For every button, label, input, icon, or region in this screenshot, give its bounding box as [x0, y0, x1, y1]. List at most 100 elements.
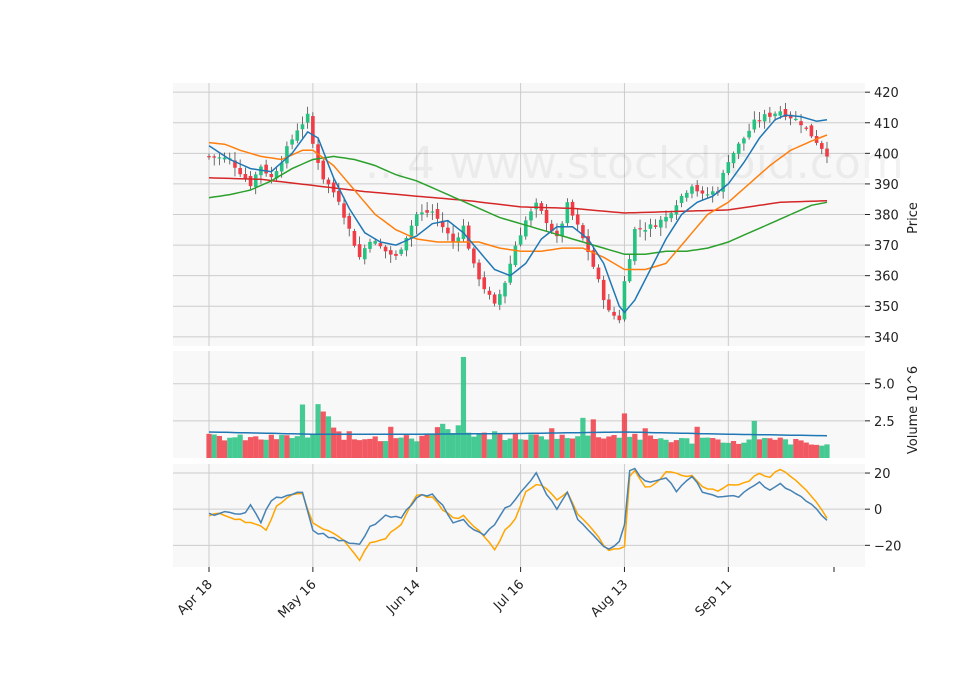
candle-down: [601, 279, 606, 301]
candle-down: [825, 148, 829, 157]
candle-up: [513, 245, 518, 266]
candle-up: [747, 130, 751, 138]
candle-down: [269, 173, 274, 178]
volume-bar: [367, 438, 373, 458]
price-axis-label: Price: [906, 202, 921, 234]
oscillator-signal-line: [208, 468, 828, 562]
candle-down: [342, 203, 346, 218]
volume-bar: [543, 439, 550, 458]
volume-bar: [351, 439, 358, 458]
volume-bar: [632, 433, 638, 458]
watermark: ...4 www.stockdroid.com: [365, 138, 904, 189]
volume-bar: [247, 437, 254, 458]
y-tick-label: 420: [874, 86, 899, 101]
volume-bar: [549, 428, 555, 458]
volume-bar: [601, 438, 607, 458]
candle-up: [295, 130, 300, 141]
volume-bar: [663, 439, 669, 458]
candle-up: [414, 214, 419, 226]
candle-up: [285, 146, 289, 164]
candle-up: [279, 162, 284, 172]
volume-bar: [221, 440, 228, 458]
candle-down: [581, 225, 585, 239]
volume-bar: [305, 437, 311, 458]
volume-bar: [684, 438, 690, 458]
volume-bar: [653, 438, 659, 458]
volume-bar: [756, 439, 763, 458]
volume-bar: [590, 419, 596, 458]
candle-down: [238, 168, 242, 175]
candle-down: [440, 220, 445, 228]
candle-down: [337, 190, 341, 202]
y-tick-label: 20: [874, 467, 891, 482]
volume-bar: [408, 438, 415, 458]
candle-down: [549, 223, 554, 232]
volume-bar: [637, 439, 643, 458]
candle-up: [290, 139, 294, 145]
volume-bar: [206, 433, 212, 458]
volume-bar: [642, 428, 648, 458]
volume-bar: [294, 436, 300, 458]
volume-bar: [751, 420, 757, 458]
volume-bar: [268, 434, 274, 458]
volume-bar: [725, 442, 731, 458]
volume-bar: [403, 435, 409, 458]
candle-down: [575, 214, 580, 225]
volume-bar: [336, 431, 342, 458]
volume-bar: [528, 434, 534, 458]
candle-down: [482, 277, 487, 290]
candle-up: [300, 124, 305, 130]
volume-bar: [627, 436, 633, 458]
y-tick-label: 400: [874, 147, 899, 162]
volume-bar: [512, 433, 519, 458]
candle-down: [809, 125, 814, 137]
candle-up: [710, 191, 715, 195]
volume-bar: [450, 433, 456, 458]
candle-down: [757, 120, 762, 122]
candle-up: [529, 211, 533, 221]
volume-bar: [517, 439, 524, 458]
volume-bar: [808, 444, 815, 458]
candle-up: [773, 113, 777, 117]
candle-down: [804, 127, 809, 129]
candle-up: [373, 241, 377, 244]
volume-bar: [497, 433, 503, 458]
candle-up: [684, 192, 689, 198]
volume-bar: [715, 439, 721, 458]
candle-up: [362, 248, 367, 260]
volume-bar: [523, 439, 529, 458]
candle-up: [305, 113, 310, 123]
candle-down: [783, 108, 788, 117]
volume-bar: [341, 439, 347, 458]
candle-up: [565, 202, 570, 224]
volume-bar: [242, 440, 248, 458]
volume-bar: [730, 440, 737, 458]
candle-down: [233, 160, 237, 168]
volume-bar: [575, 436, 581, 458]
candle-up: [643, 229, 648, 232]
volume-bar: [492, 431, 498, 458]
candle-down: [212, 156, 216, 158]
volume-bar: [258, 439, 264, 458]
volume-bar: [580, 417, 586, 458]
candle-up: [690, 186, 694, 194]
volume-bar: [710, 438, 716, 458]
candle-down: [326, 179, 331, 185]
volume-bar: [762, 437, 768, 458]
volume-bar: [689, 443, 695, 458]
candle-down: [383, 246, 388, 252]
candle-up: [253, 174, 258, 187]
volume-bar: [668, 442, 674, 458]
candle-down: [446, 227, 450, 234]
volume-bar: [616, 437, 622, 458]
volume-bar: [398, 437, 404, 458]
candle-up: [217, 157, 222, 159]
candle-up: [518, 235, 523, 245]
volume-bar: [824, 444, 830, 458]
volume-bar: [299, 404, 306, 458]
y-tick-label: 340: [874, 331, 899, 346]
volume-bar: [346, 431, 352, 458]
volume-bar: [362, 439, 368, 458]
y-tick-label: 390: [874, 178, 899, 193]
